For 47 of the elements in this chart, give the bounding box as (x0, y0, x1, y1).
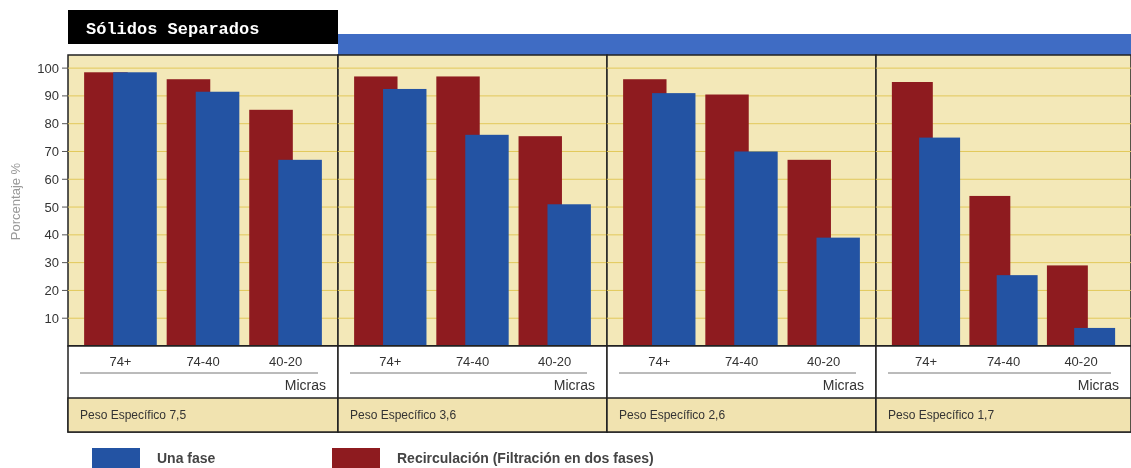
bar (465, 134, 509, 346)
bar (1046, 265, 1088, 346)
text: Peso Específico 3,6 (350, 408, 457, 422)
bar (734, 151, 778, 346)
y-tick-label: 40 (44, 227, 59, 243)
text: Peso Específico 1,7 (888, 408, 995, 422)
y-tick-label: 10 (44, 310, 59, 326)
x-tick-label: 74-40 (986, 354, 1021, 369)
y-tick-label: 50 (44, 199, 59, 215)
x-axis-title: Micras (284, 377, 326, 393)
legend-label: Recirculación (Filtración en dos fases) (397, 450, 654, 466)
bar (1074, 327, 1116, 346)
x-tick-label: 40-20 (807, 354, 841, 369)
bar (278, 159, 322, 346)
legend-label: Una fase (157, 450, 216, 466)
x-tick-label: 40-20 (268, 354, 303, 369)
x-tick-label: 74+ (379, 354, 402, 369)
y-tick-label: 20 (44, 282, 59, 298)
x-axis-title: Micras (553, 377, 595, 393)
x-tick-label: 40-20 (1064, 354, 1098, 369)
y-tick-label: 60 (44, 171, 59, 187)
bar (195, 91, 240, 346)
bar (113, 72, 157, 346)
bar (547, 204, 591, 346)
y-tick-label: 100 (37, 60, 59, 76)
text: Peso Específico 7,5 (80, 408, 187, 422)
y-tick-label: 80 (44, 116, 59, 132)
x-tick-label: 74-40 (724, 354, 759, 369)
y-tick-label: 70 (44, 144, 59, 160)
y-tick-label: 30 (44, 255, 59, 271)
chart-title: Sólidos Separados (86, 20, 260, 39)
x-tick-label: 74-40 (186, 354, 220, 369)
y-axis-title: Porcentaje % (8, 162, 23, 241)
x-tick-label: 40-20 (538, 354, 572, 369)
x-tick-label: 74+ (914, 354, 938, 369)
x-tick-label: 74-40 (455, 354, 490, 369)
x-axis-title: Micras (822, 377, 864, 393)
bar (996, 275, 1038, 346)
y-tick-label: 90 (44, 88, 59, 104)
bar (919, 137, 961, 346)
text: Peso Específico 2,6 (619, 408, 726, 422)
bar (652, 93, 696, 346)
x-tick-label: 74+ (648, 354, 671, 369)
x-tick-label: 74+ (109, 354, 132, 369)
bar (383, 88, 427, 346)
bar (816, 237, 860, 346)
x-axis-title: Micras (1077, 377, 1119, 393)
